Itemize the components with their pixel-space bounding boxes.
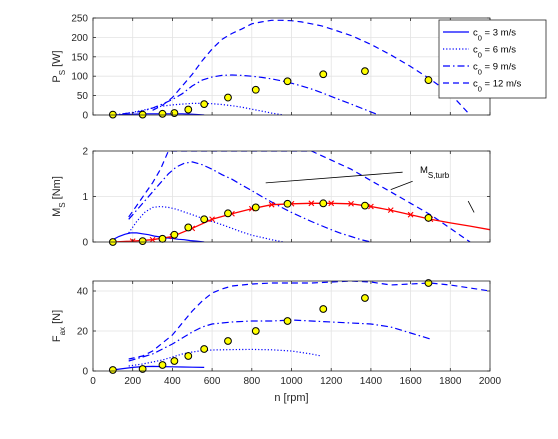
- series-line-1: [112, 232, 205, 242]
- measurement-point: [361, 294, 369, 302]
- measurement-point: [361, 201, 369, 210]
- x-tick-label: 1800: [439, 376, 462, 387]
- x-axis-label: n [rpm]: [274, 392, 308, 404]
- x-tick-label: 1600: [399, 376, 422, 387]
- x-tick-label: 0: [90, 376, 96, 387]
- measurement-point: [283, 317, 292, 325]
- y-tick-label: 0: [82, 111, 88, 122]
- series-line-1: [112, 113, 205, 115]
- measurement-point: [424, 213, 433, 222]
- series-line-2: [128, 205, 284, 242]
- y-axis-label: Fax [N]: [51, 310, 67, 342]
- y-tick-label: 0: [82, 238, 88, 249]
- measurement-point: [251, 327, 260, 335]
- turbine-point: [209, 216, 215, 223]
- measurement-point: [283, 77, 292, 86]
- measurement-point: [184, 223, 193, 232]
- turbine-point: [348, 200, 354, 207]
- panel-axial-force: 0 200 400 600 800 1000 1200 1400 1600 1800 2000 0 20…: [51, 279, 502, 404]
- measurement-point: [251, 85, 260, 94]
- measurement-point: [424, 76, 433, 84]
- panel-torque: MS,turb 0 1 2 MS [Nm]: [51, 147, 491, 249]
- turbine-point: [407, 211, 414, 218]
- y-tick-label: 150: [71, 52, 88, 63]
- turbine-point: [368, 203, 374, 210]
- measurement-point: [170, 357, 179, 365]
- legend-label: c0 = 12 m/s: [473, 79, 522, 94]
- y-tick-label: 100: [71, 72, 88, 83]
- turbine-point: [268, 201, 275, 208]
- legend-label: c0 = 6 m/s: [473, 45, 516, 60]
- measurement-point: [108, 366, 117, 374]
- turbine-point: [149, 236, 156, 242]
- annotation-tick: [467, 200, 475, 213]
- x-tick-label: 400: [164, 376, 181, 387]
- y-tick-label: 20: [77, 327, 89, 338]
- y-tick-label: 2: [82, 147, 88, 158]
- y-tick-label: 50: [77, 91, 89, 102]
- measurement-point: [224, 209, 232, 218]
- x-tick-label: 600: [204, 376, 221, 387]
- measurement-point: [158, 234, 167, 243]
- y-axis-label: MS [Nm]: [51, 176, 67, 217]
- series-line-4: [152, 19, 471, 115]
- measurement-point: [158, 109, 167, 118]
- measurement-point: [224, 337, 232, 345]
- measurement-point: [200, 345, 209, 353]
- y-tick-label: 40: [77, 287, 89, 298]
- x-tick-label: 200: [124, 376, 141, 387]
- measurement-point: [184, 105, 193, 114]
- annotation-label: MS,turb: [420, 165, 450, 180]
- measurement-point: [319, 305, 328, 313]
- y-axis-label: PS [W]: [51, 50, 67, 82]
- y-tick-label: 200: [71, 33, 88, 44]
- x-tick-label: 2000: [479, 376, 502, 387]
- measurement-point: [200, 215, 209, 224]
- measurement-point: [319, 70, 328, 79]
- x-tick-label: 800: [243, 376, 260, 387]
- plot-lines: [112, 19, 471, 115]
- annotation-leader: [390, 180, 413, 191]
- measurement-point: [283, 199, 292, 208]
- turbine-point: [387, 207, 394, 214]
- measurement-point: [200, 100, 209, 109]
- legend: c0 = 3 m/s c0 = 6 m/s c0 = 9 m/s c0 = 12 m/…: [438, 19, 547, 99]
- y-tick-label: 1: [82, 192, 88, 203]
- measurement-point: [361, 67, 369, 76]
- turbine-point: [308, 200, 315, 207]
- legend-box: [438, 19, 547, 99]
- measurement-point: [138, 237, 147, 245]
- panel-power: 0 50 100 150 200 250 PS [W] c0 = 3 m/s c0 = 6 m/…: [51, 14, 547, 122]
- measurement-point: [224, 93, 232, 102]
- x-tick-label: 1200: [320, 376, 343, 387]
- measurement-point: [170, 230, 179, 239]
- measurement-point: [251, 203, 260, 212]
- y-tick-label: 0: [82, 367, 88, 378]
- series-line-4: [128, 151, 471, 242]
- legend-label: c0 = 9 m/s: [473, 62, 516, 77]
- series-line-4: [128, 281, 490, 360]
- x-tick-label: 1400: [360, 376, 383, 387]
- measurement-point: [319, 199, 328, 208]
- legend-label: c0 = 3 m/s: [473, 28, 516, 43]
- annotation-leader: [265, 171, 403, 184]
- plot-lines: [112, 281, 490, 371]
- series-line-3: [128, 319, 431, 362]
- measurement-point: [158, 361, 167, 369]
- x-tick-label: 1000: [280, 376, 303, 387]
- y-tick-label: 250: [71, 14, 88, 25]
- series-line-1: [112, 365, 205, 371]
- measurement-point: [184, 352, 193, 360]
- turbine-point: [328, 200, 335, 207]
- series-line-2: [128, 348, 322, 367]
